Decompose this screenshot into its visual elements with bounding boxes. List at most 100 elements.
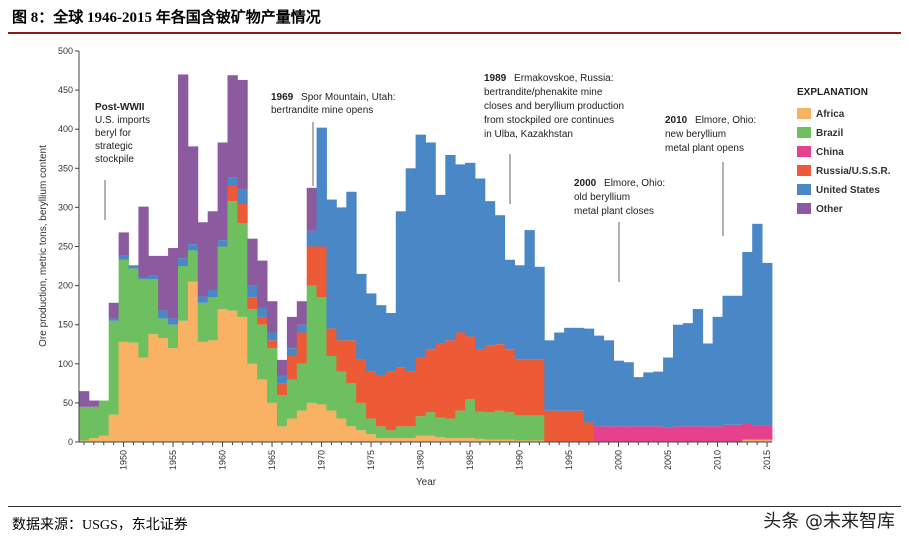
bar-brazil-1948 — [98, 400, 110, 436]
bar-china-2001 — [623, 426, 634, 442]
bar-russia-u-s-s-r--1976 — [376, 375, 387, 427]
bar-russia-u-s-s-r--1977 — [385, 371, 397, 431]
legend-label-united-states: United States — [816, 185, 880, 196]
bar-brazil-1979 — [405, 426, 416, 439]
bar-other-1946 — [79, 391, 90, 407]
bar-united-states-1998 — [593, 335, 605, 427]
bar-russia-u-s-s-r--1994 — [554, 410, 565, 442]
bar-russia-u-s-s-r--1985 — [465, 336, 476, 399]
bar-africa-1988 — [494, 439, 506, 442]
bar-brazil-1986 — [475, 411, 486, 439]
bar-united-states-2009 — [702, 343, 713, 427]
x-tick-label: 1950 — [119, 450, 129, 470]
annotation-postwwii: Post-WWII U.S. imports beryl for strateg… — [95, 102, 153, 165]
legend-swatch-united-states — [797, 184, 811, 195]
annotation-1989-bold: 1989 — [484, 73, 507, 84]
legend-title: EXPLANATION — [797, 87, 868, 98]
annotation-2000-line: metal plant closes — [574, 206, 654, 217]
x-ticks: 1950 1955 1960 1965 1970 1975 1980 1985 1990 1995… — [83, 442, 772, 470]
annotation-1969-line: Spor Mountain, Utah: — [301, 92, 396, 103]
bar-africa-1969 — [306, 402, 317, 442]
bar-africa-1952 — [138, 357, 149, 442]
bar-russia-u-s-s-r--1966 — [277, 383, 288, 396]
bar-russia-u-s-s-r--1991 — [524, 359, 535, 416]
annotation-1989-line: in Ulba, Kazakhstan — [484, 129, 573, 140]
bar-russia-u-s-s-r--1993 — [544, 410, 555, 442]
bar-russia-u-s-s-r--1986 — [475, 348, 486, 412]
y-tick-label: 100 — [58, 359, 73, 369]
bar-brazil-1960 — [217, 246, 228, 310]
legend-label-china: China — [816, 147, 844, 158]
bar-united-states-1950 — [118, 255, 129, 260]
bar-brazil-1955 — [168, 324, 179, 349]
bar-brazil-1987 — [484, 412, 496, 440]
annotation-1989-line: Ermakovskoe, Russia: — [514, 73, 613, 84]
bar-china-2006 — [673, 426, 684, 442]
bar-china-2013 — [742, 424, 753, 440]
bar-africa-1965 — [267, 402, 278, 442]
bar-africa-1981 — [425, 435, 436, 442]
bar-united-states-1991 — [524, 230, 535, 360]
annotation-1989-line: closes and beryllium production — [484, 101, 624, 112]
bar-africa-1989 — [504, 439, 515, 442]
bar-africa-1971 — [326, 410, 337, 442]
bar-united-states-1986 — [475, 178, 486, 349]
bar-united-states-1982 — [435, 194, 446, 344]
bar-africa-1970 — [316, 404, 327, 442]
bar-russia-u-s-s-r--1974 — [356, 359, 367, 403]
bar-united-states-1963 — [247, 285, 258, 298]
bar-united-states-1983 — [445, 155, 456, 341]
y-tick-label: 350 — [58, 163, 73, 173]
bar-russia-u-s-s-r--1968 — [296, 332, 308, 364]
bar-united-states-2004 — [653, 371, 664, 427]
bar-other-1953 — [148, 255, 159, 276]
y-tick-label: 450 — [58, 85, 73, 95]
bar-brazil-1985 — [465, 398, 476, 439]
bar-brazil-1968 — [296, 363, 308, 411]
annotations: Post-WWII U.S. imports beryl for strateg… — [95, 73, 756, 282]
bar-africa-1975 — [366, 434, 377, 442]
bar-united-states-2011 — [722, 295, 733, 425]
bar-brazil-1956 — [178, 266, 189, 321]
bar-other-1968 — [296, 301, 308, 325]
bar-brazil-1988 — [494, 410, 506, 440]
bar-africa-1966 — [277, 426, 288, 442]
bar-united-states-1953 — [148, 275, 159, 280]
bar-russia-u-s-s-r--1978 — [395, 367, 407, 427]
bar-china-1999 — [603, 426, 614, 442]
bar-united-states-1957 — [187, 244, 199, 251]
bar-russia-u-s-s-r--1967 — [286, 355, 298, 380]
bar-brazil-1972 — [336, 371, 347, 419]
bar-other-1960 — [217, 142, 228, 241]
bar-africa-1960 — [217, 309, 228, 442]
y-axis-title: Ore production, metric tons, beryllium c… — [38, 145, 49, 347]
bar-china-2010 — [712, 426, 723, 442]
legend-label-russia-u-s-s-r-: Russia/U.S.S.R. — [816, 166, 891, 177]
bar-united-states-1989 — [504, 259, 515, 350]
bar-brazil-1953 — [148, 279, 159, 335]
bar-brazil-1946 — [79, 406, 90, 441]
y-tick-label: 200 — [58, 281, 73, 291]
bar-other-1963 — [247, 238, 258, 286]
bar-brazil-1971 — [326, 355, 337, 411]
x-tick-label: 2010 — [713, 450, 723, 470]
bar-china-2009 — [702, 426, 713, 442]
annotation-1989: 1989 Ermakovskoe, Russia: bertrandite/ph… — [484, 73, 627, 140]
bar-united-states-1988 — [494, 215, 506, 345]
annotation-postwwii-line: stockpile — [95, 154, 134, 165]
bar-russia-u-s-s-r--1973 — [346, 340, 357, 384]
bar-brazil-1967 — [286, 379, 298, 419]
bar-brazil-1990 — [514, 415, 525, 441]
bar-united-states-2001 — [623, 362, 634, 427]
bar-united-states-1958 — [197, 296, 209, 303]
bar-brazil-1976 — [376, 426, 387, 439]
bar-china-2002 — [633, 426, 644, 442]
bar-africa-2015 — [762, 439, 773, 442]
bar-russia-u-s-s-r--1961 — [227, 185, 238, 202]
bar-united-states-1985 — [465, 162, 476, 337]
bar-africa-1983 — [445, 438, 456, 442]
bar-other-1959 — [207, 211, 218, 290]
bar-africa-1982 — [435, 437, 446, 442]
stacked-bars — [79, 74, 773, 442]
figure-title: 图 8：全球 1946-2015 年各国含铍矿物产量情况 — [12, 10, 321, 26]
